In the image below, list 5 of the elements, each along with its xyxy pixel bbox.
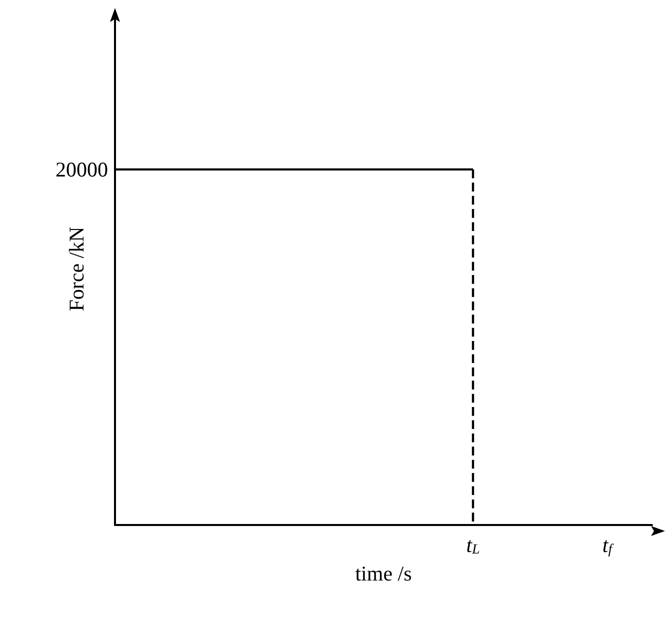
x-tick-label: tf bbox=[602, 533, 614, 558]
x-axis-title: time /s bbox=[355, 562, 412, 586]
y-axis-title: Force /kN bbox=[64, 226, 88, 312]
text: 20000 bbox=[56, 157, 108, 182]
x-tick-label: tL bbox=[466, 533, 480, 558]
